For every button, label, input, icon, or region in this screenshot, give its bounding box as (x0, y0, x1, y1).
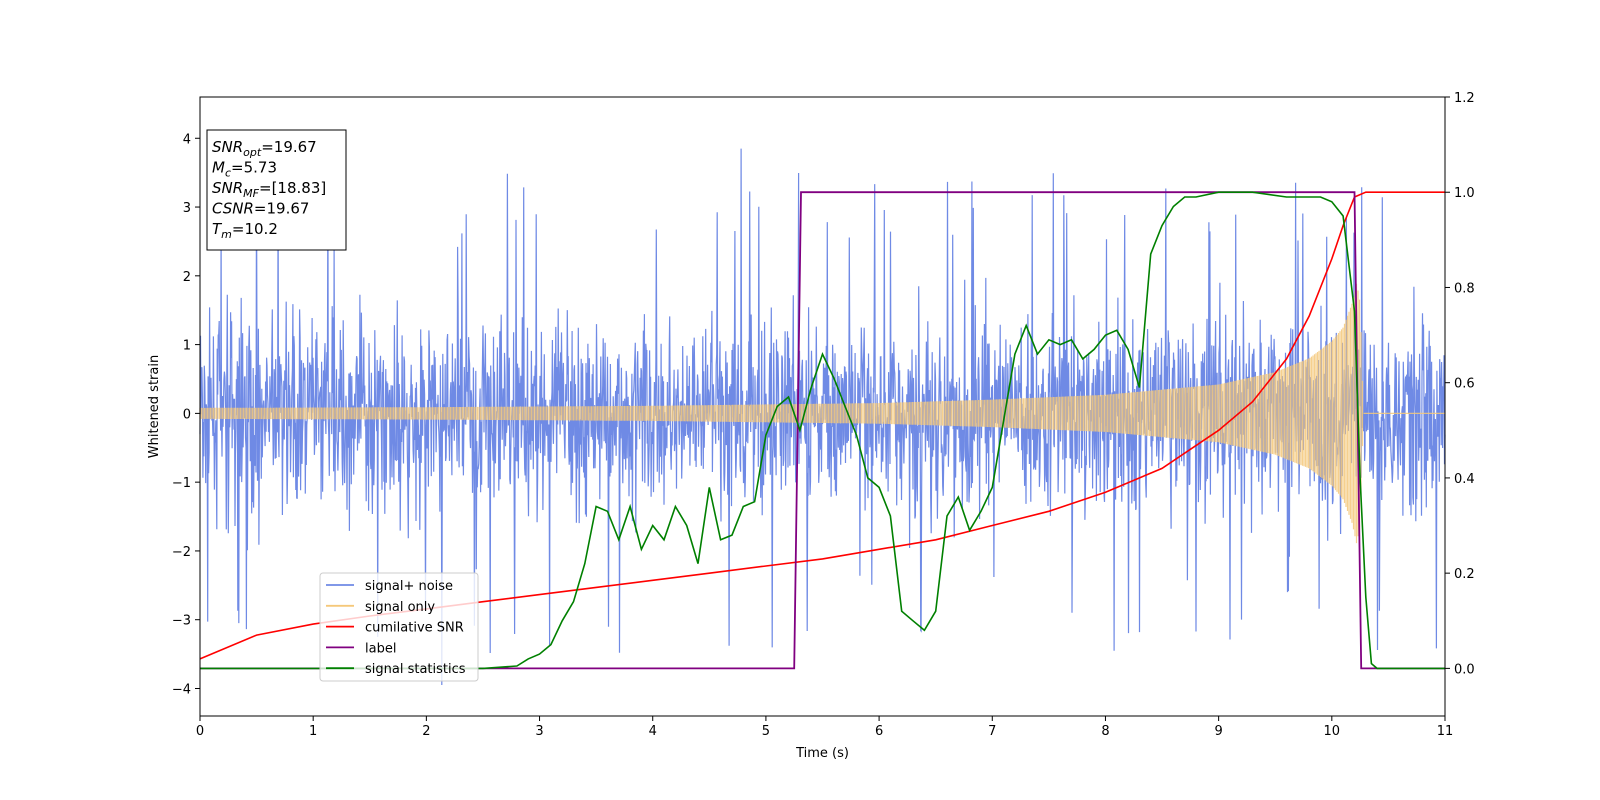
annotation-symbol: SNR (212, 138, 243, 156)
legend-label: signal+ noise (365, 579, 453, 594)
y2-tick-label: 0.6 (1454, 377, 1475, 392)
y-tick-label: 0 (183, 407, 191, 422)
annotation-symbol: T (212, 220, 223, 238)
x-tick-label: 5 (762, 724, 770, 739)
annotation-line: SNRopt=19.67 (212, 138, 317, 159)
y-tick-label: −2 (172, 545, 191, 560)
series-label (200, 191, 1445, 670)
annotation-frame (206, 129, 347, 251)
legend-frame (319, 572, 479, 682)
y-axis-label: Whitened strain (147, 355, 162, 458)
annotation-box: SNRopt=19.67Mc=5.73SNRMF=[18.83]CSNR=19.… (206, 129, 347, 251)
annotation-line: Tm=10.2 (212, 220, 278, 241)
y2-tick-label: 0.2 (1454, 567, 1475, 582)
y2-tick-label: 1.2 (1454, 91, 1475, 106)
x-tick-label: 4 (649, 724, 657, 739)
annotation-line: Mc=5.73 (212, 159, 277, 180)
annotation-value: =19.67 (254, 200, 310, 218)
y2-tick-label: 0.0 (1454, 662, 1475, 677)
legend-label: cumilative SNR (365, 621, 464, 636)
y-tick-label: 3 (183, 201, 191, 216)
x-axis: 0 1 2 3 4 5 6 7 8 9 10 11 (196, 716, 1453, 739)
x-tick-label: 0 (196, 724, 204, 739)
annotation-value: =[18.83] (259, 179, 326, 197)
x-tick-label: 3 (535, 724, 543, 739)
annotation-value: =10.2 (232, 220, 278, 238)
x-tick-label: 9 (1214, 724, 1222, 739)
y2-tick-label: 0.8 (1454, 281, 1475, 296)
y2-tick-label: 1.0 (1454, 186, 1475, 201)
annotation-line: SNRMF=[18.83] (212, 179, 326, 200)
annotation-value: =5.73 (231, 159, 277, 177)
annotation-subscript: m (221, 228, 232, 241)
legend-label: label (365, 641, 396, 656)
legend-label: signal statistics (365, 662, 466, 677)
annotation-line: CSNR=19.67 (212, 200, 309, 218)
series-signal-statistics (200, 191, 1445, 670)
y-axis-left: 4 3 2 1 0 −1 −2 −3 −4 (172, 132, 200, 697)
annotation-symbol: CSNR (212, 200, 254, 218)
x-tick-label: 6 (875, 724, 883, 739)
annotation-subscript: MF (243, 187, 259, 200)
y-tick-label: −3 (172, 614, 191, 629)
x-axis-label: Time (s) (795, 746, 849, 761)
x-tick-label: 8 (1101, 724, 1109, 739)
x-tick-label: 2 (422, 724, 430, 739)
legend-label: signal only (365, 600, 435, 615)
annotation-value: =19.67 (261, 138, 317, 156)
x-tick-label: 11 (1437, 724, 1454, 739)
y-tick-label: −1 (172, 476, 191, 491)
annotation-symbol: SNR (212, 179, 243, 197)
legend: signal+ noise signal only cumilative SNR la… (319, 572, 479, 682)
annotation-subscript: opt (243, 146, 262, 159)
x-tick-label: 1 (309, 724, 317, 739)
y-tick-label: 1 (183, 339, 191, 354)
y-axis-right: 1.2 1.0 0.8 0.6 0.4 0.2 0.0 (1445, 91, 1475, 677)
annotation-subscript: c (225, 167, 231, 180)
y-tick-label: −4 (172, 682, 191, 697)
plot-frame (199, 96, 1446, 717)
annotation-symbol: M (212, 159, 225, 177)
x-tick-label: 7 (988, 724, 996, 739)
y-tick-label: 4 (183, 132, 191, 147)
y-tick-label: 2 (183, 270, 191, 285)
y2-tick-label: 0.4 (1454, 472, 1475, 487)
x-tick-label: 10 (1324, 724, 1341, 739)
